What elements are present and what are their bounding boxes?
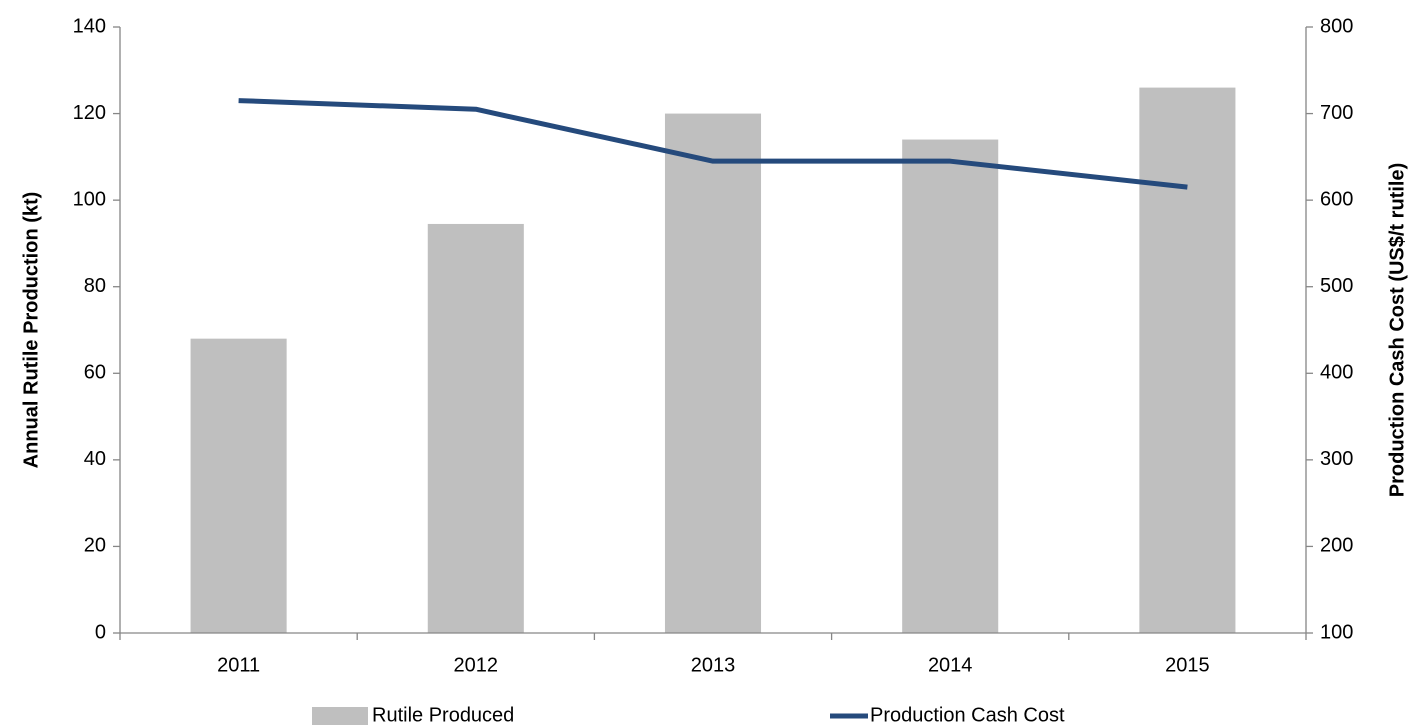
y2-tick-label: 200 — [1320, 535, 1353, 557]
y-tick-label: 100 — [73, 188, 106, 210]
y2-tick-label: 300 — [1320, 448, 1353, 470]
legend-swatch — [312, 707, 368, 725]
bar — [427, 223, 524, 633]
x-tick-label: 2014 — [928, 654, 973, 676]
y2-tick-label: 600 — [1320, 188, 1353, 210]
y-axis-title: Annual Rutile Production (kt) — [20, 192, 42, 469]
x-tick-label: 2012 — [454, 654, 499, 676]
y-tick-label: 20 — [84, 535, 106, 557]
bar — [1139, 87, 1236, 634]
y-tick-label: 140 — [73, 15, 106, 37]
legend-label: Production Cash Cost — [870, 704, 1065, 726]
x-tick-label: 2011 — [217, 654, 260, 676]
y-tick-label: 0 — [95, 621, 106, 643]
line — [238, 98, 1188, 190]
y-tick-label: 60 — [84, 362, 106, 384]
y-tick-label: 80 — [84, 275, 106, 297]
y2-tick-label: 400 — [1320, 362, 1353, 384]
x-tick-label: 2013 — [691, 654, 736, 676]
y-tick-label: 40 — [84, 448, 106, 470]
y2-axis-title: Production Cash Cost (US$/t rutile) — [1386, 163, 1408, 497]
y2-tick-label: 500 — [1320, 275, 1353, 297]
y-tick-label: 120 — [73, 102, 106, 124]
y2-tick-label: 100 — [1320, 621, 1353, 643]
bar — [664, 113, 762, 634]
x-tick-label: 2015 — [1165, 654, 1210, 676]
legend-label: Rutile Produced — [372, 704, 514, 726]
bar — [902, 139, 999, 634]
bar — [190, 338, 287, 633]
y2-tick-label: 700 — [1320, 102, 1353, 124]
y2-tick-label: 800 — [1320, 15, 1353, 37]
